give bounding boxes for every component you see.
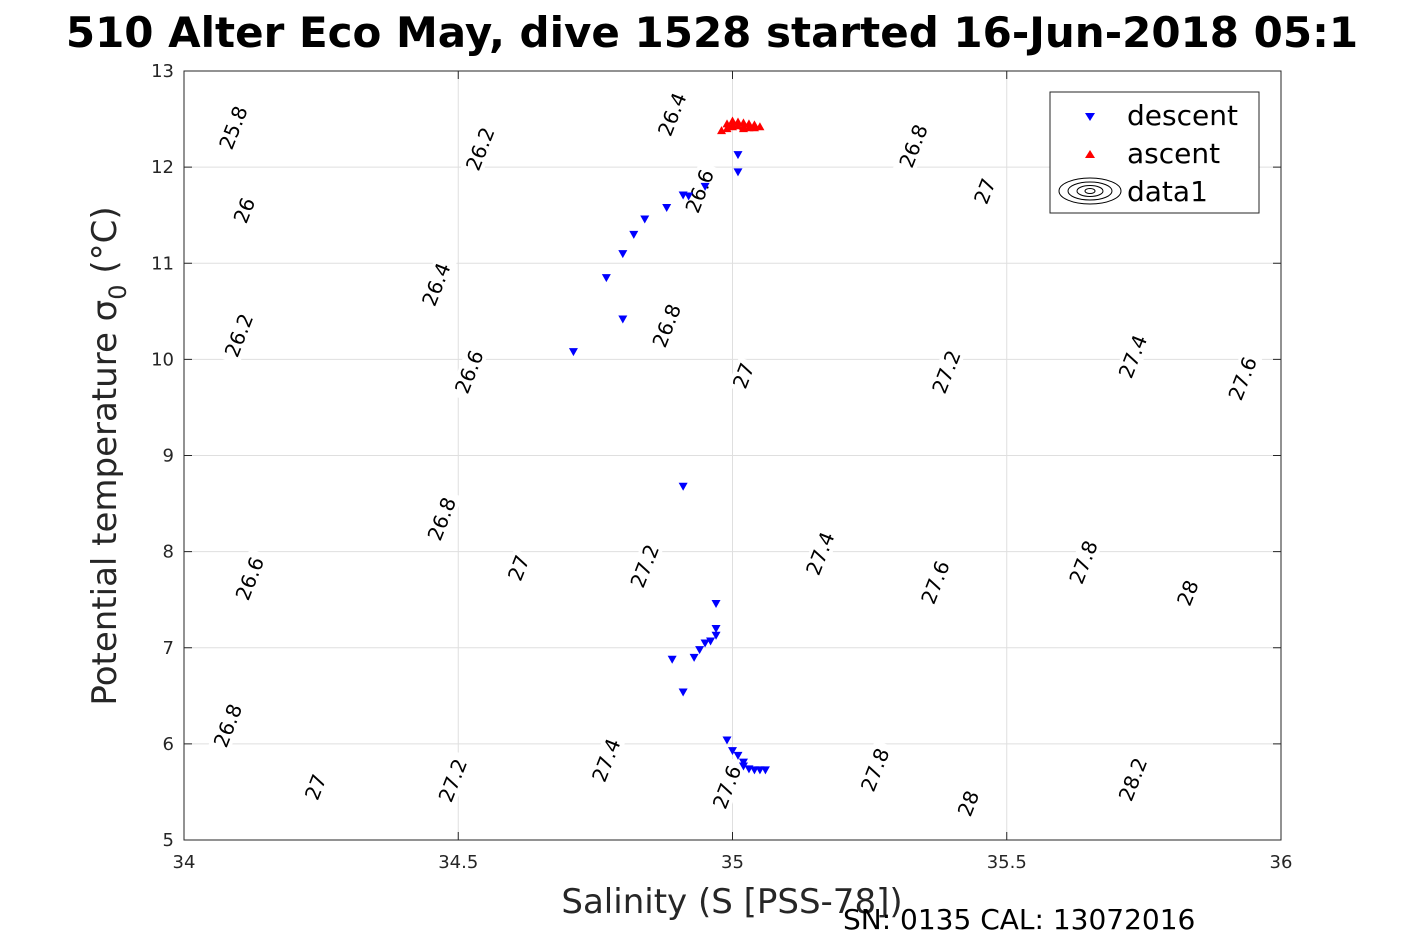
contour-label-bg <box>925 341 967 402</box>
contour-label-bg <box>415 254 457 315</box>
contour-label-bg <box>229 548 271 609</box>
contour-label-bg <box>968 172 1001 211</box>
ascent-point <box>738 124 748 133</box>
descent-point <box>695 646 705 655</box>
y-tick-label: 8 <box>163 542 174 563</box>
descent-point <box>678 482 688 491</box>
descent-point <box>667 655 677 664</box>
descent-point <box>711 600 721 609</box>
y-axis-label-subscript: 0 <box>104 284 132 299</box>
contour-label-bg <box>1112 326 1154 387</box>
descent-point <box>733 168 743 177</box>
legend-data1-contour-icon <box>1058 177 1122 205</box>
legend-box <box>1049 91 1260 214</box>
descent-point <box>738 762 748 771</box>
y-tick-label: 12 <box>151 157 174 178</box>
legend: descent ascent data1 <box>1049 91 1260 214</box>
contour-label: 27.6 <box>706 757 748 818</box>
contour-label-bg <box>624 535 666 597</box>
contour-label-bg <box>799 523 841 584</box>
descent-point <box>662 203 672 212</box>
contour-label-bg <box>651 84 693 145</box>
legend-descent-marker <box>1085 113 1095 121</box>
contour-label-bg <box>727 356 760 395</box>
descent-point <box>722 736 732 745</box>
descent-point <box>629 230 639 239</box>
contour-label-bg <box>706 757 748 818</box>
y-tick-label: 11 <box>151 253 174 274</box>
ascent-series <box>717 116 765 135</box>
chart-title: 510 Alter Eco May, dive 1528 started 16-… <box>66 8 1358 57</box>
x-ticks: 34 34.5 35 35.5 36 <box>173 71 1293 873</box>
contour-label-bg <box>1112 749 1154 810</box>
contour-label-bg <box>952 784 985 823</box>
descent-point <box>760 766 770 775</box>
x-tick-label: 35.5 <box>987 852 1027 873</box>
contour-label-bg <box>299 768 332 807</box>
descent-point <box>733 751 743 760</box>
contour-label: 26.8 <box>421 488 463 549</box>
descent-point <box>618 250 628 259</box>
contour-label-bg <box>1171 574 1204 612</box>
y-axis-label: Potential temperature σ0 (°C) <box>85 206 132 705</box>
contour-label-bg <box>207 695 249 756</box>
legend-data1-label: data1 <box>1127 175 1208 208</box>
y-axis-label-main: Potential temperature σ <box>85 300 125 706</box>
x-tick-label: 34.5 <box>438 852 478 873</box>
contour-label-bg <box>646 295 688 356</box>
descent-point <box>568 348 578 357</box>
contour-label-bg <box>854 739 896 800</box>
y-tick-label: 6 <box>163 734 174 755</box>
contour-label-bg <box>502 549 535 587</box>
y-ticks: 5 6 7 8 9 10 11 12 13 <box>151 61 1281 851</box>
contour-label: 27 <box>299 768 332 807</box>
descent-point <box>700 639 710 648</box>
contour-label-bg <box>212 97 254 158</box>
descent-series <box>568 151 770 775</box>
y-tick-label: 13 <box>151 61 174 82</box>
y-axis-label-unit: (°C) <box>85 206 125 284</box>
descent-point <box>689 653 699 662</box>
contour-label-bg <box>432 750 474 811</box>
ascent-point <box>755 122 765 131</box>
legend-descent-label: descent <box>1127 99 1238 132</box>
contour-label-bg <box>448 341 490 402</box>
y-tick-label: 7 <box>163 638 174 659</box>
descent-point <box>728 747 737 756</box>
x-axis-label: Salinity (S [PSS-78]) <box>561 882 902 922</box>
descent-point <box>678 688 688 697</box>
contour-label-bg <box>1063 532 1104 593</box>
footer-serial-cal: SN: 0135 CAL: 13072016 <box>843 903 1195 936</box>
descent-point <box>711 631 721 640</box>
y-tick-label: 10 <box>151 349 174 370</box>
y-tick-label: 9 <box>163 446 174 467</box>
contour-label-bg <box>1222 348 1264 409</box>
contour-label-bg <box>421 488 463 549</box>
y-tick-label: 5 <box>163 830 174 851</box>
contour-label-bg <box>228 191 261 230</box>
contour-label-bg <box>914 552 956 613</box>
contour-label-bg <box>218 305 260 366</box>
contour-label-bg <box>679 161 721 222</box>
descent-point <box>684 192 694 201</box>
descent-point <box>700 182 710 191</box>
descent-point <box>618 315 628 324</box>
x-tick-label: 34 <box>173 852 196 873</box>
x-tick-label: 35 <box>721 852 744 873</box>
descent-point <box>601 274 611 283</box>
contour-label-bg <box>893 115 934 177</box>
contour-label-bg <box>585 730 627 791</box>
ascent-point <box>728 120 737 129</box>
ascent-point <box>722 119 732 128</box>
legend-ascent-label: ascent <box>1127 137 1220 170</box>
descent-point <box>640 215 650 224</box>
descent-point <box>733 151 743 160</box>
contour-label-bg <box>459 118 501 179</box>
contour-label: 28.2 <box>1112 749 1154 810</box>
descent-point <box>711 625 721 634</box>
x-tick-label: 36 <box>1270 852 1293 873</box>
legend-ascent-marker <box>1085 150 1095 158</box>
